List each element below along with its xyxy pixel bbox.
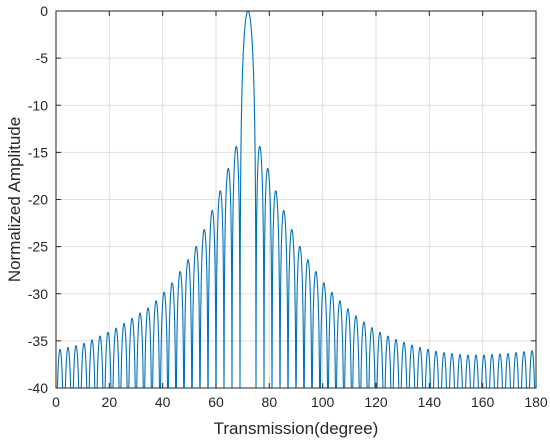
x-axis-title: Transmission(degree) — [214, 419, 379, 438]
y-tick-label: -35 — [28, 333, 48, 349]
x-tick-label: 120 — [364, 394, 388, 410]
y-tick-label: -40 — [28, 380, 48, 396]
y-tick-label: -5 — [36, 50, 49, 66]
x-tick-label: 160 — [471, 394, 495, 410]
x-tick-label: 0 — [52, 394, 60, 410]
x-tick-label: 140 — [418, 394, 442, 410]
x-tick-label: 100 — [311, 394, 335, 410]
y-tick-label: -15 — [28, 144, 48, 160]
x-tick-label: 180 — [524, 394, 548, 410]
y-tick-label: -25 — [28, 239, 48, 255]
y-axis-title: Normalized Amplitude — [5, 117, 24, 282]
x-tick-label: 60 — [208, 394, 224, 410]
x-tick-label: 20 — [102, 394, 118, 410]
ticks — [55, 10, 537, 389]
tick-labels: 0 20 40 60 80 100 120 140 160 180 0 -5 -10 -15 -20 -25 -… — [28, 3, 548, 410]
x-tick-label: 80 — [262, 394, 278, 410]
x-tick-label: 40 — [155, 394, 171, 410]
grid — [55, 10, 537, 389]
y-tick-label: -30 — [28, 286, 48, 302]
y-tick-label: -20 — [28, 192, 48, 208]
y-tick-label: -10 — [28, 97, 48, 113]
y-tick-label: 0 — [40, 3, 48, 19]
